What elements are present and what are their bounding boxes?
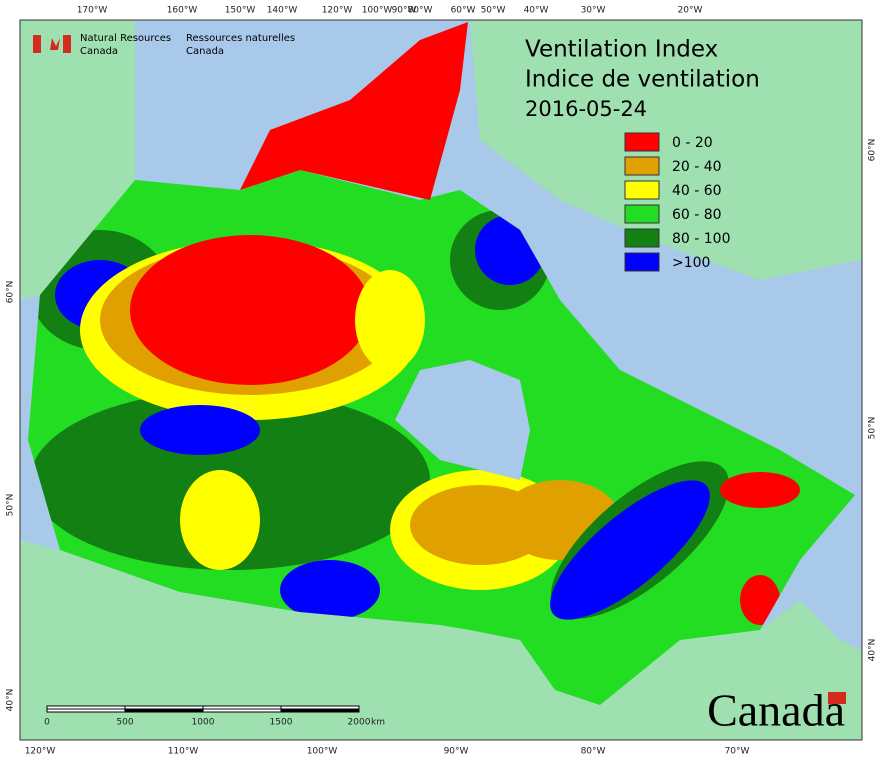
graticule-label: 50°N <box>868 417 878 440</box>
legend-label: 80 - 100 <box>672 231 731 247</box>
frame <box>19 19 863 741</box>
graticule-label: 60°W <box>451 6 476 16</box>
graticule-label: 40°N <box>868 639 878 662</box>
graticule-label: 60°N <box>868 139 878 162</box>
wordmark: Canada <box>707 685 845 736</box>
legend-swatch <box>624 252 660 272</box>
scale-label: 1000 <box>192 718 215 728</box>
graticule-label: 170°W <box>77 6 108 16</box>
graticule-label: 50°W <box>481 6 506 16</box>
graticule-label: 20°W <box>678 6 703 16</box>
legend-swatch <box>624 228 660 248</box>
scale-segment <box>280 708 360 713</box>
agency: Natural Resources <box>80 33 171 44</box>
hudson-bay <box>395 360 530 480</box>
graticule-label: 30°W <box>581 6 606 16</box>
flag <box>33 35 41 53</box>
greenland <box>470 20 862 280</box>
graticule-label: 100°W <box>307 747 338 757</box>
graticule-label: 90°W <box>392 6 417 16</box>
legend-label: >100 <box>672 255 710 271</box>
graticule-label: 100°W <box>362 6 393 16</box>
scale-label: 500 <box>116 718 133 728</box>
graticule-label: 80°W <box>581 747 606 757</box>
title: Indice de ventilation <box>525 67 760 93</box>
graticule-label: 50°N <box>6 494 16 517</box>
graticule-label: 110°W <box>168 747 199 757</box>
arctic-islands <box>240 22 468 200</box>
graticule-label: 40°N <box>6 689 16 712</box>
agency: Canada <box>186 46 224 57</box>
alaska <box>20 20 135 300</box>
flag <box>50 38 60 50</box>
legend-label: 60 - 80 <box>672 207 722 223</box>
graticule-label: 60°N <box>6 281 16 304</box>
graticule-label: 80°W <box>408 6 433 16</box>
graticule-label: 120°W <box>25 747 56 757</box>
usa <box>20 540 862 740</box>
scale-label: 2000 <box>348 718 371 728</box>
title: Ventilation Index <box>525 37 718 63</box>
graticule-label: 120°W <box>322 6 353 16</box>
flag <box>828 692 846 704</box>
legend-label: 20 - 40 <box>672 159 722 175</box>
legend-swatch <box>624 204 660 224</box>
scale-label: 0 <box>44 718 50 728</box>
scale-unit: km <box>371 718 385 728</box>
graticule-label: 70°W <box>725 747 750 757</box>
date: 2016-05-24 <box>525 97 647 121</box>
graticule-label: 140°W <box>267 6 298 16</box>
agency: Ressources naturelles <box>186 33 295 44</box>
scale-segment <box>124 708 204 713</box>
legend-swatch <box>624 132 660 152</box>
graticule-label: 40°W <box>524 6 549 16</box>
legend-swatch <box>624 156 660 176</box>
scale-segment <box>46 708 126 713</box>
flag <box>63 35 71 53</box>
legend-swatch <box>624 180 660 200</box>
legend-label: 40 - 60 <box>672 183 722 199</box>
scale-segment <box>202 708 282 713</box>
graticule-label: 150°W <box>225 6 256 16</box>
legend-label: 0 - 20 <box>672 135 713 151</box>
agency: Canada <box>80 46 118 57</box>
graticule-label: 160°W <box>167 6 198 16</box>
scale-label: 1500 <box>270 718 293 728</box>
graticule-label: 90°W <box>444 747 469 757</box>
